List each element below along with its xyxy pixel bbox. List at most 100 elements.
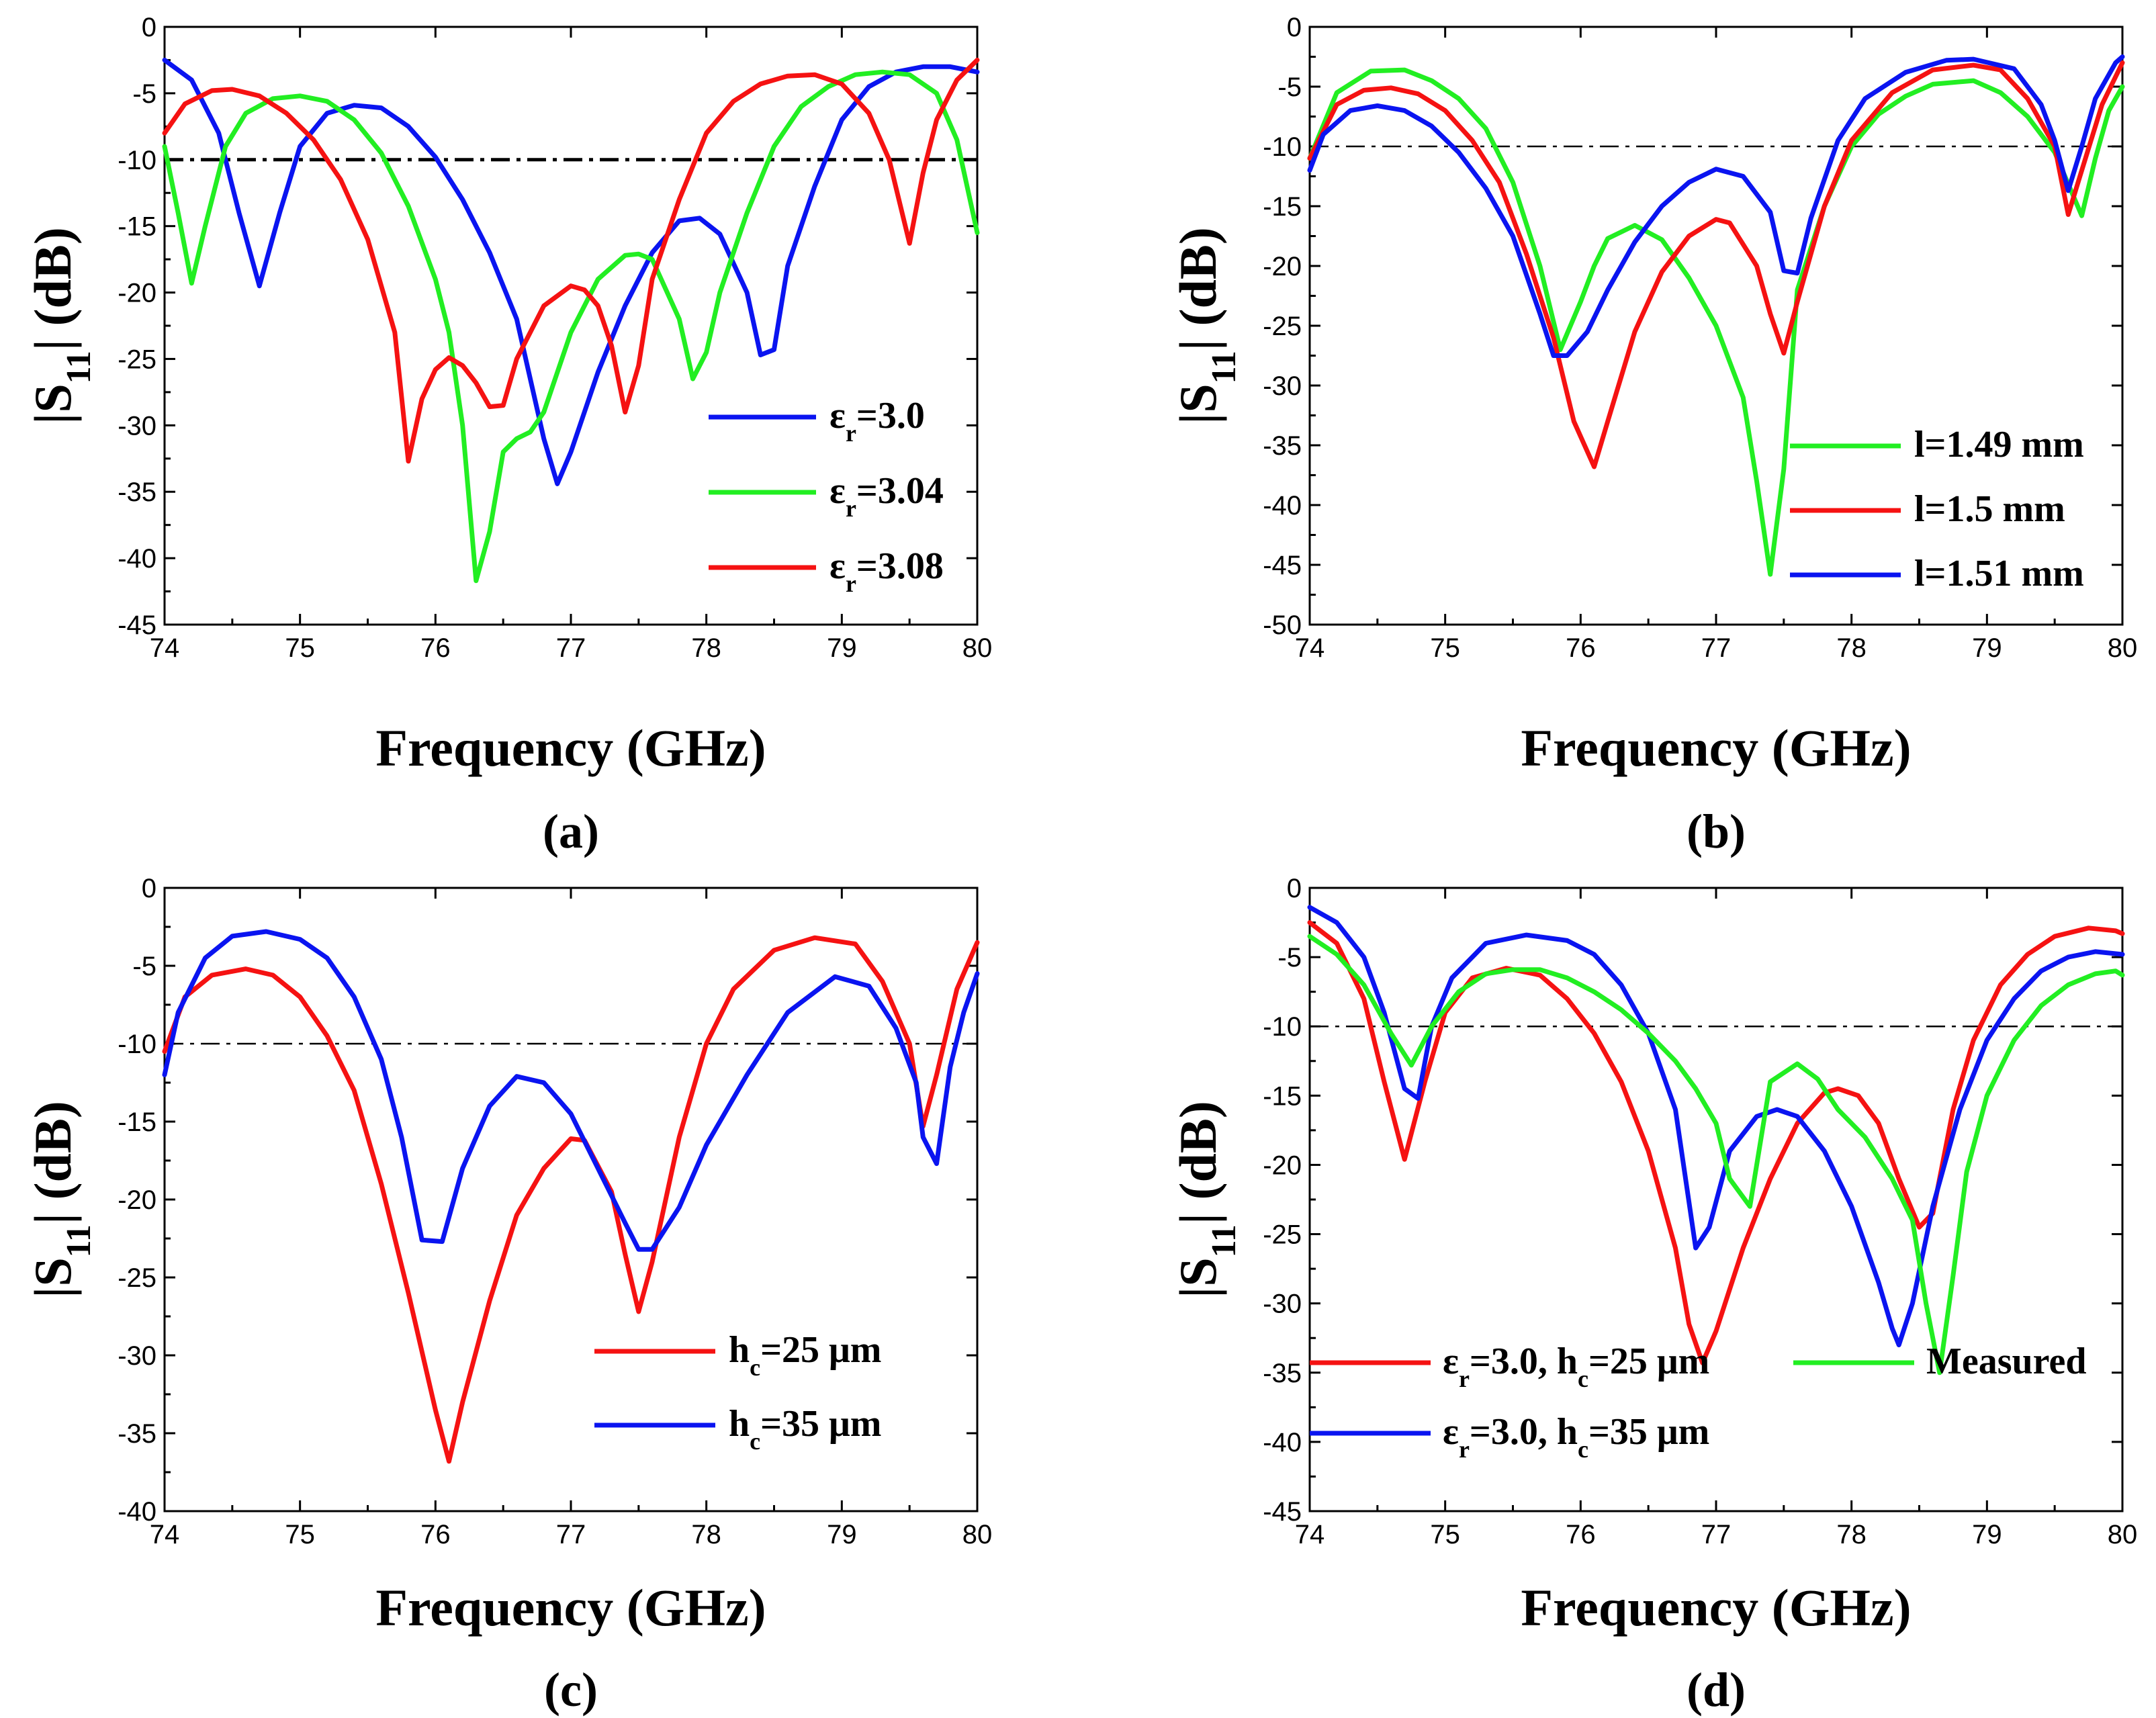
x-tick-label: 77 xyxy=(556,633,586,663)
x-tick-label: 74 xyxy=(150,1520,180,1549)
y-tick-label: -15 xyxy=(118,1107,156,1137)
panel-caption: (d) xyxy=(1687,1663,1746,1717)
panel-c: 74 75 76 77 78 79 80 0 -5 -10 -15 -20 -25 -30 -35 -40 hc… xyxy=(24,874,992,1717)
y-tick-label: -10 xyxy=(118,146,156,175)
x-tick-label: 79 xyxy=(1972,633,2002,663)
legend-label: εr=3.0, hc=25 μm xyxy=(1443,1341,1709,1392)
y-axis-label: |S11| (dB) xyxy=(24,227,98,424)
y-axis-label: |S11| (dB) xyxy=(1169,1101,1243,1298)
x-tick-label: 77 xyxy=(1701,1520,1732,1549)
series-line xyxy=(1307,905,2125,1347)
y-tick-label: -45 xyxy=(1263,551,1302,580)
legend-label: εr=3.08 xyxy=(829,545,944,597)
y-tick-label: -10 xyxy=(118,1030,156,1059)
y-tick-label: -30 xyxy=(1263,371,1302,401)
x-tick-label: 74 xyxy=(1295,633,1325,663)
x-tick-label: 76 xyxy=(420,1520,451,1549)
y-tick-label: -35 xyxy=(118,1419,156,1449)
legend-label: l=1.51 mm xyxy=(1914,553,2084,594)
y-tick-label: -35 xyxy=(1263,431,1302,461)
legend-label: εr=3.0, hc=35 μm xyxy=(1443,1411,1709,1463)
y-tick-label: -25 xyxy=(1263,1220,1302,1250)
legend-label: hc=35 μm xyxy=(729,1403,881,1455)
x-tick-label: 75 xyxy=(285,1520,315,1549)
x-tick-label: 80 xyxy=(2108,633,2138,663)
y-tick-label: 0 xyxy=(142,874,156,903)
y-tick-label: -45 xyxy=(1263,1497,1302,1527)
y-tick-label: 0 xyxy=(1287,13,1302,42)
y-tick-label: -30 xyxy=(118,1341,156,1371)
x-tick-label: 79 xyxy=(827,633,857,663)
series-line xyxy=(162,57,980,486)
y-tick-label: -35 xyxy=(1263,1359,1302,1388)
y-tick-label: -30 xyxy=(1263,1290,1302,1319)
x-tick-label: 80 xyxy=(2108,1520,2138,1549)
x-tick-label: 77 xyxy=(556,1520,586,1549)
y-tick-label: -15 xyxy=(118,212,156,242)
panel-a: 74 75 76 77 78 79 80 0 -5 -10 -15 -20 -25 -30 -35 -40 -4… xyxy=(24,13,992,858)
y-tick-label: -45 xyxy=(118,611,156,640)
y-tick-label: -20 xyxy=(118,279,156,308)
y-tick-label: -40 xyxy=(118,544,156,574)
legend-label: εr=3.04 xyxy=(829,470,944,522)
y-tick-label: -40 xyxy=(1263,491,1302,521)
y-tick-label: -40 xyxy=(1263,1428,1302,1457)
series-line xyxy=(1307,54,2125,358)
y-tick-label: -50 xyxy=(1263,611,1302,640)
y-axis-label: |S11| (dB) xyxy=(24,1101,98,1298)
y-tick-label: -5 xyxy=(132,79,156,109)
x-tick-label: 80 xyxy=(962,1520,993,1549)
panel-caption: (a) xyxy=(543,805,599,858)
series-line xyxy=(162,929,980,1252)
y-tick-label: -10 xyxy=(1263,132,1302,162)
x-tick-label: 78 xyxy=(691,1520,721,1549)
y-tick-label: -25 xyxy=(1263,312,1302,341)
y-tick-label: -20 xyxy=(1263,1150,1302,1180)
y-tick-label: -15 xyxy=(1263,1081,1302,1111)
y-tick-label: -30 xyxy=(118,411,156,441)
x-tick-label: 74 xyxy=(1295,1520,1325,1549)
y-tick-label: -10 xyxy=(1263,1012,1302,1042)
panel-b: 74 75 76 77 78 79 80 0 -5 -10 -15 -20 -25 -30 -35 -40 -4… xyxy=(1169,13,2137,858)
y-tick-label: -5 xyxy=(1277,943,1302,973)
x-tick-label: 79 xyxy=(827,1520,857,1549)
x-tick-label: 76 xyxy=(420,633,451,663)
x-tick-label: 75 xyxy=(1430,633,1460,663)
legend-label: εr=3.0 xyxy=(829,395,925,447)
panel-caption: (c) xyxy=(544,1663,598,1717)
x-tick-label: 75 xyxy=(1430,1520,1460,1549)
legend-label: hc=25 μm xyxy=(729,1329,881,1381)
y-tick-label: -5 xyxy=(1277,73,1302,102)
series-line xyxy=(162,57,980,464)
x-tick-label: 74 xyxy=(150,633,180,663)
x-axis-label: Frequency (GHz) xyxy=(375,1578,766,1637)
y-tick-label: -25 xyxy=(118,1263,156,1293)
series-line xyxy=(162,935,980,1464)
series-line xyxy=(162,69,980,584)
series-line xyxy=(1307,60,2125,469)
y-tick-label: 0 xyxy=(142,13,156,42)
x-tick-label: 78 xyxy=(1836,633,1867,663)
x-axis-label: Frequency (GHz) xyxy=(1521,719,1911,777)
series-line xyxy=(1307,920,2125,1365)
legend-label: l=1.5 mm xyxy=(1914,488,2065,530)
x-tick-label: 75 xyxy=(285,633,315,663)
legend-label: Measured xyxy=(1926,1341,2087,1382)
y-tick-label: -20 xyxy=(118,1185,156,1215)
x-tick-label: 78 xyxy=(1836,1520,1867,1549)
x-tick-label: 79 xyxy=(1972,1520,2002,1549)
panel-caption: (b) xyxy=(1687,805,1746,858)
x-axis-label: Frequency (GHz) xyxy=(375,719,766,777)
legend-label: l=1.49 mm xyxy=(1914,424,2084,465)
y-tick-label: -35 xyxy=(118,478,156,507)
y-tick-label: 0 xyxy=(1287,874,1302,903)
y-tick-label: -40 xyxy=(118,1497,156,1527)
y-tick-label: -15 xyxy=(1263,192,1302,222)
y-tick-label: -25 xyxy=(118,345,156,374)
series-line xyxy=(1307,934,2125,1375)
x-axis-label: Frequency (GHz) xyxy=(1521,1578,1911,1637)
x-tick-label: 76 xyxy=(1566,633,1596,663)
y-axis-label: |S11| (dB) xyxy=(1169,227,1243,424)
